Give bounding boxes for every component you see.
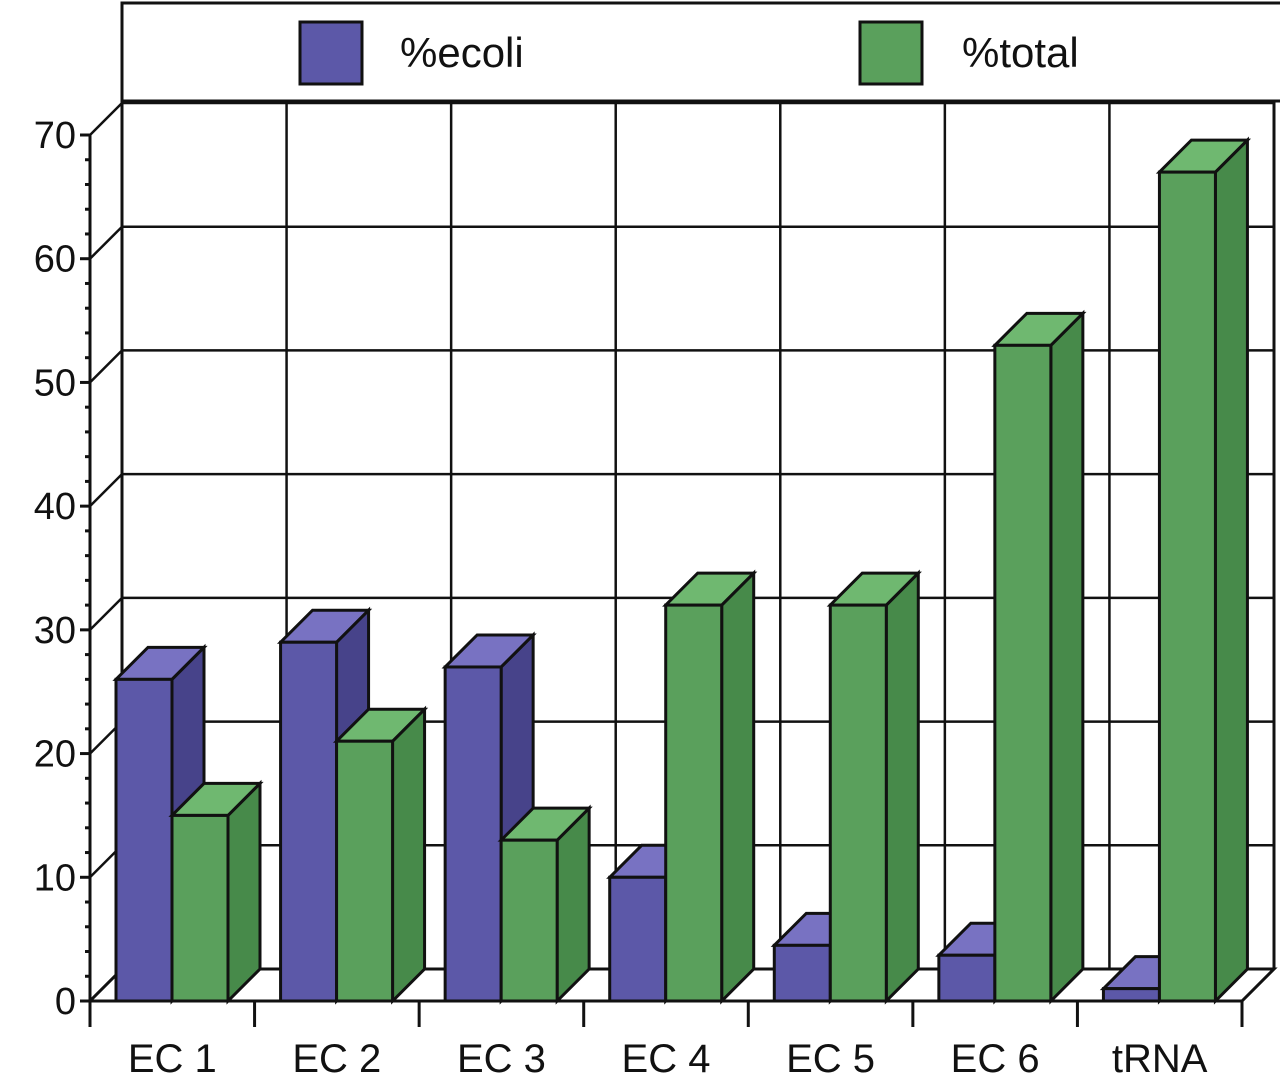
bar-total-0-front — [170, 813, 230, 1003]
x-tick-label: EC 6 — [951, 1037, 1040, 1080]
bar-total-5-front — [993, 343, 1053, 1003]
y-tick-label: 40 — [34, 486, 76, 528]
legend-swatch — [298, 20, 364, 86]
legend-box — [120, 1, 1280, 103]
bar-total-6 — [1155, 136, 1252, 1005]
grid-line-depth — [89, 102, 123, 136]
bar-total-5-side — [1049, 309, 1085, 1005]
x-tick-label: EC 2 — [292, 1037, 381, 1080]
axes: 0 10 20 30 40 50 60 70 EC 1 EC 2 EC 3 EC 4 EC 5 EC 6 t… — [34, 115, 1244, 1080]
bar-ecoli-1-front — [279, 640, 339, 1003]
y-tick-label: 70 — [34, 115, 76, 157]
bar-total-3-side — [720, 569, 756, 1005]
bar-total-4-front — [828, 603, 888, 1003]
bar-ecoli-6-front — [1101, 987, 1161, 1003]
bar-total-4 — [826, 569, 922, 1005]
grid-line-depth — [89, 225, 123, 260]
bar-total-0-side — [226, 779, 262, 1005]
y-tick-label: 0 — [55, 981, 76, 1023]
y-tick-label: 20 — [34, 734, 76, 776]
bar-total-1 — [332, 705, 429, 1005]
bar-total-2 — [497, 804, 593, 1005]
legend-label: %ecoli — [400, 29, 524, 76]
x-tick-label: tRNA — [1112, 1037, 1208, 1080]
bar-ecoli-2-front — [443, 665, 503, 1003]
bar-ecoli-3-front — [608, 875, 668, 1003]
x-tick-label: EC 5 — [786, 1037, 875, 1080]
bar-total-5 — [991, 309, 1087, 1005]
bar-total-3-front — [664, 603, 724, 1003]
x-tick-label: EC 3 — [457, 1037, 546, 1080]
bar-total-6-front — [1157, 170, 1217, 1003]
y-tick-label: 10 — [34, 857, 76, 899]
bar-ecoli-5-front — [937, 953, 997, 1003]
bar-total-1-side — [391, 705, 427, 1005]
y-tick-label: 60 — [34, 239, 76, 281]
bar-total-1-front — [335, 739, 395, 1003]
grid-line-depth — [89, 473, 123, 508]
bar-total-6-side — [1213, 136, 1249, 1005]
legend: %ecoli %total — [120, 1, 1280, 103]
y-tick-label: 30 — [34, 610, 76, 652]
bar-total-4-side — [884, 569, 920, 1005]
legend-swatch — [858, 20, 924, 86]
x-tick-label: EC 4 — [622, 1037, 711, 1080]
legend-label: %total — [962, 29, 1079, 76]
bar-total-0 — [168, 779, 264, 1005]
bar-total-2-front — [499, 838, 559, 1003]
grid-line-depth — [89, 596, 123, 631]
grid-line-depth — [89, 349, 123, 384]
y-tick-label: 50 — [34, 362, 76, 404]
x-tick-label: EC 1 — [128, 1037, 217, 1080]
bar-ecoli-4-front — [772, 943, 832, 1003]
bar-ecoli-0-front — [114, 677, 174, 1003]
bar-total-3 — [662, 569, 758, 1005]
